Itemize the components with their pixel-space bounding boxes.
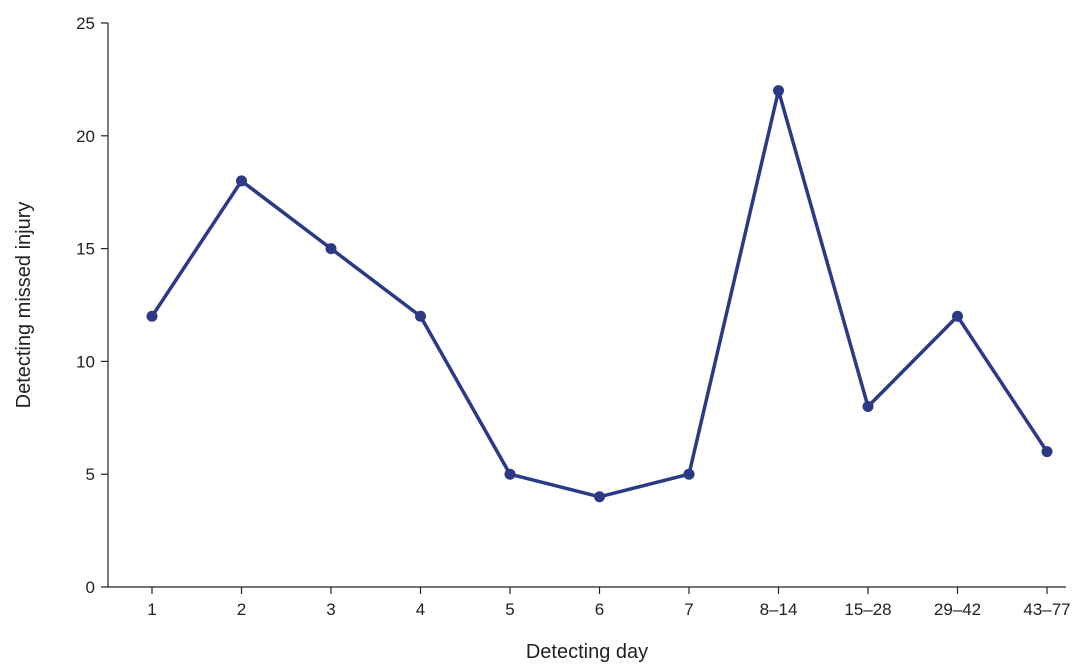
data-point [1041, 446, 1053, 458]
x-tick-label: 43–77 [1023, 600, 1070, 619]
y-tick-label: 15 [76, 240, 95, 259]
x-axis-ticks: 1 2 3 4 5 6 7 8–14 15–28 29–42 43–77 [147, 587, 1071, 619]
y-axis-ticks: 0 5 10 15 20 25 [76, 14, 108, 597]
data-point [325, 243, 337, 255]
axes [107, 23, 1066, 588]
x-tick-label: 4 [416, 600, 425, 619]
x-tick-label: 8–14 [760, 600, 798, 619]
y-tick-label: 20 [76, 127, 95, 146]
x-tick-label: 15–28 [844, 600, 891, 619]
series-layer [146, 85, 1053, 503]
x-axis-label: Detecting day [526, 641, 648, 663]
x-tick-label: 5 [505, 600, 514, 619]
x-tick-label: 29–42 [934, 600, 981, 619]
data-point [594, 491, 605, 503]
data-point [773, 85, 784, 97]
data-point [504, 468, 516, 480]
y-tick-label: 0 [86, 578, 95, 597]
x-tick-label: 7 [684, 600, 693, 619]
x-tick-label: 3 [326, 600, 335, 619]
data-point [952, 310, 963, 322]
y-tick-label: 10 [76, 352, 95, 371]
series-line [150, 88, 1049, 499]
data-point [236, 175, 247, 187]
x-tick-label: 6 [595, 600, 604, 619]
y-tick-label: 5 [86, 465, 95, 484]
y-axis-label: Detecting missed injury [13, 202, 35, 409]
data-point [415, 310, 426, 322]
data-point [146, 310, 158, 322]
x-tick-label: 2 [237, 600, 246, 619]
x-tick-label: 1 [147, 600, 156, 619]
y-tick-label: 25 [76, 14, 95, 33]
data-point [683, 468, 695, 480]
data-point [862, 401, 874, 413]
